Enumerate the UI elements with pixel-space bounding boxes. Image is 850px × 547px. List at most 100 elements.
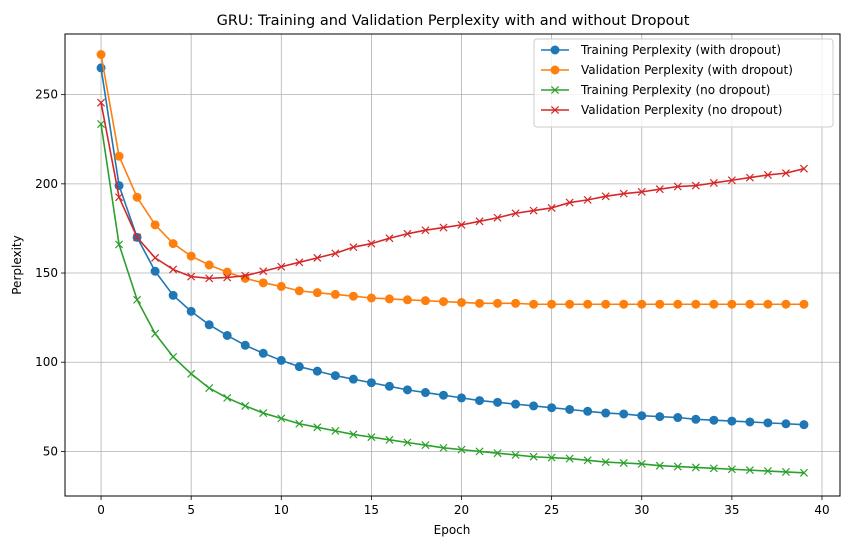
- data-point: [438, 297, 448, 307]
- data-point: [529, 452, 538, 461]
- data-point: [384, 381, 394, 391]
- data-point: [637, 299, 647, 309]
- data-point: [619, 189, 628, 198]
- data-point: [421, 441, 430, 450]
- x-tick-label: 10: [274, 503, 289, 517]
- data-point: [186, 306, 196, 316]
- data-point: [673, 413, 683, 423]
- data-point: [367, 239, 376, 248]
- x-tick-label: 5: [187, 503, 195, 517]
- data-point: [349, 430, 358, 439]
- plot-frame: [64, 33, 841, 497]
- data-point: [493, 397, 503, 407]
- legend-marker: [550, 85, 560, 95]
- data-point: [295, 419, 304, 428]
- x-tick-label: 40: [814, 503, 829, 517]
- data-point: [187, 272, 196, 281]
- data-point: [637, 411, 647, 421]
- data-point: [691, 299, 701, 309]
- y-tick-label: 200: [35, 177, 58, 191]
- data-point: [511, 298, 521, 308]
- x-tick-label: 25: [544, 503, 559, 517]
- data-point: [348, 374, 358, 384]
- data-point: [637, 459, 646, 468]
- data-point: [709, 299, 719, 309]
- legend-label: Validation Perplexity (with dropout): [581, 63, 793, 77]
- data-point: [402, 295, 412, 305]
- data-point: [781, 299, 791, 309]
- data-point: [763, 299, 773, 309]
- data-point: [691, 463, 700, 472]
- data-point: [240, 340, 250, 350]
- x-tick-label: 15: [364, 503, 379, 517]
- data-point: [619, 299, 629, 309]
- data-point: [727, 176, 736, 185]
- data-point: [709, 415, 719, 425]
- data-point: [403, 438, 412, 447]
- data-point: [385, 234, 394, 243]
- data-point: [223, 393, 232, 402]
- data-point: [348, 291, 358, 301]
- data-point: [511, 399, 521, 409]
- data-point: [222, 267, 232, 277]
- data-point: [781, 169, 790, 178]
- series-1: [96, 63, 809, 430]
- data-point: [132, 192, 142, 202]
- data-point: [547, 403, 557, 413]
- data-point: [367, 433, 376, 442]
- data-point: [384, 294, 394, 304]
- legend-item: Training Perplexity (with dropout): [541, 43, 781, 57]
- data-point: [204, 320, 214, 330]
- data-point: [457, 220, 466, 229]
- series-3: [97, 120, 808, 477]
- data-point: [493, 298, 503, 308]
- data-point: [763, 467, 772, 476]
- data-point: [97, 98, 106, 107]
- y-tick-label: 250: [35, 88, 58, 102]
- data-point: [565, 198, 574, 207]
- legend: Training Perplexity (with dropout) Valida…: [533, 38, 834, 128]
- data-point: [330, 289, 340, 299]
- data-point: [673, 299, 683, 309]
- data-point: [276, 355, 286, 365]
- legend-item: Validation Perplexity (no dropout): [541, 103, 782, 117]
- series-group: [96, 50, 809, 477]
- data-point: [150, 220, 160, 230]
- data-point: [493, 213, 502, 222]
- data-point: [745, 466, 754, 475]
- data-point: [745, 173, 754, 182]
- data-point: [655, 185, 664, 194]
- data-point: [205, 274, 214, 283]
- x-tick-label: 0: [97, 503, 105, 517]
- data-point: [601, 299, 611, 309]
- data-point: [511, 450, 520, 459]
- data-point: [115, 240, 124, 249]
- data-point: [294, 362, 304, 372]
- data-point: [799, 468, 808, 477]
- data-point: [565, 299, 575, 309]
- data-point: [259, 267, 268, 276]
- x-tick-label: 20: [454, 503, 469, 517]
- legend-label: Training Perplexity (no dropout): [580, 83, 771, 97]
- data-point: [475, 217, 484, 226]
- y-axis-label: Perplexity: [10, 235, 24, 295]
- data-point: [312, 366, 322, 376]
- data-point: [439, 443, 448, 452]
- data-point: [439, 223, 448, 232]
- data-point: [799, 164, 808, 173]
- legend-marker: [550, 65, 560, 75]
- x-tick-label: 30: [634, 503, 649, 517]
- data-point: [529, 299, 539, 309]
- data-point: [655, 299, 665, 309]
- series-4: [97, 98, 808, 283]
- data-point: [150, 266, 160, 276]
- data-point: [709, 178, 718, 187]
- data-point: [745, 417, 755, 427]
- data-point: [511, 209, 520, 218]
- legend-label: Training Perplexity (with dropout): [580, 43, 781, 57]
- legend-marker: [550, 45, 560, 55]
- data-point: [709, 464, 718, 473]
- chart-title: GRU: Training and Validation Perplexity …: [217, 13, 690, 29]
- data-point: [583, 406, 593, 416]
- data-point: [313, 423, 322, 432]
